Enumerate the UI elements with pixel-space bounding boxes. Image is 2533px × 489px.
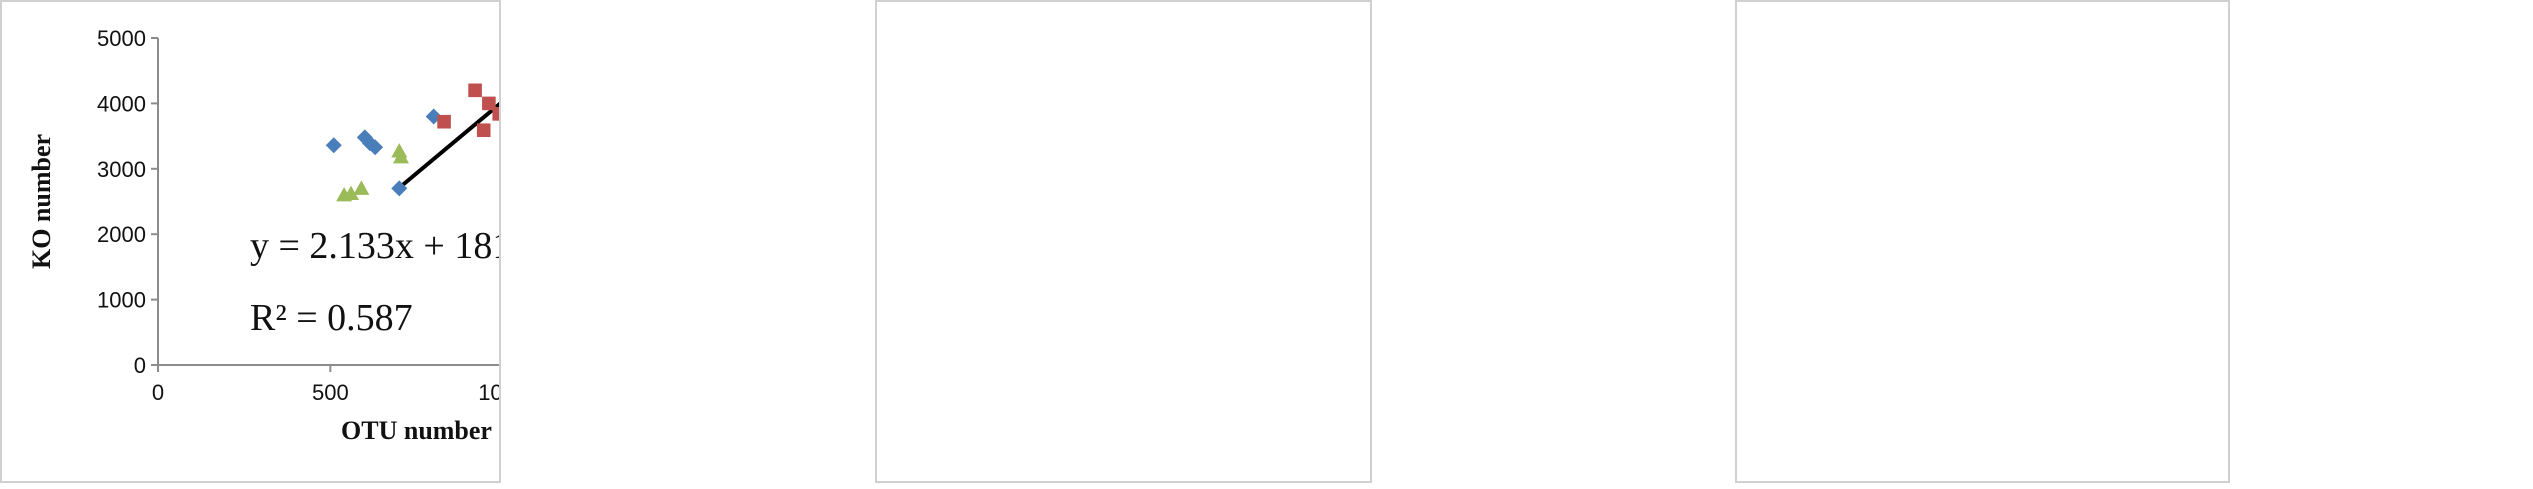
chart-panel-2: 0100020003000400050000200040006000800010… <box>875 0 1372 483</box>
chart1-x-tick-label: 1000 <box>478 380 499 405</box>
chart1-y-tick-label: 2000 <box>97 222 146 247</box>
chart1-data-point-p <box>476 123 491 138</box>
chart1-y-axis-label: KO number <box>27 134 56 269</box>
chart1-trendline <box>397 101 499 190</box>
chart1-data-point-a <box>353 180 370 195</box>
chart1-data-point-p <box>437 114 451 129</box>
chart1-r-squared: R² = 0.587 <box>250 297 413 339</box>
chart1-data-point-p <box>468 83 482 98</box>
chart1-y-tick-label: 1000 <box>97 288 146 313</box>
chart1-data-point-l <box>391 180 408 197</box>
chart1-x-tick-label: 500 <box>312 380 349 405</box>
chart1-series-l <box>325 108 442 197</box>
chart1-data-point-l <box>325 137 342 154</box>
chart1-data-point-p <box>492 107 499 121</box>
chart1-axes: 010002000300040005000050010001500 <box>97 26 499 405</box>
chart-panel-1: 010002000300040005000050010001500OTU num… <box>0 0 501 483</box>
chart1-y-tick-label: 3000 <box>97 157 146 182</box>
chart1-y-tick-label: 5000 <box>97 26 146 51</box>
chart1-y-tick-label: 0 <box>134 353 146 378</box>
chart1-series-p <box>437 83 499 138</box>
chart-svg-2: 0100020003000400050000200040006000800010… <box>877 2 1370 481</box>
chart1-trend-equation: y = 2.133x + 1816.9 <box>250 225 499 267</box>
chart1-series-a <box>336 143 409 202</box>
chart1-y-tick-label: 4000 <box>97 91 146 116</box>
chart1-data-point-a <box>392 149 409 164</box>
chart-panel-3: 01000200030004000500002000400060008000OT… <box>1735 0 2230 483</box>
chart1-data-point-p <box>482 96 496 111</box>
chart1-data-point-a <box>343 185 360 201</box>
chart-svg-3: 01000200030004000500002000400060008000OT… <box>1737 2 2228 481</box>
chart1-x-tick-label: 0 <box>152 380 164 405</box>
chart-svg-1: 010002000300040005000050010001500OTU num… <box>27 26 499 445</box>
chart1-data-point-l <box>367 139 384 156</box>
chart1-x-axis-label: OTU number <box>341 416 492 445</box>
